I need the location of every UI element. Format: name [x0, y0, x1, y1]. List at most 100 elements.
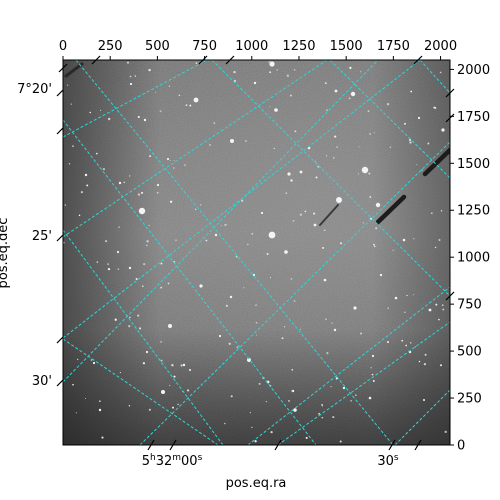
star	[135, 278, 138, 280]
dec-tick-mark	[56, 89, 64, 97]
star	[315, 176, 318, 179]
grid-line	[63, 60, 208, 138]
dec-tick-mark	[56, 336, 64, 344]
star	[392, 249, 394, 252]
star	[173, 375, 176, 378]
star	[424, 353, 427, 356]
star	[418, 360, 421, 363]
star	[276, 69, 278, 71]
star	[325, 155, 328, 157]
star	[326, 109, 328, 112]
star	[334, 135, 337, 138]
star	[369, 196, 372, 198]
ra-tick-mark	[169, 439, 177, 451]
star	[142, 285, 144, 287]
y-axis-label: pos.eq.dec	[0, 218, 11, 289]
star	[189, 104, 192, 107]
pixel-x-axis: 0 250 500 750 1000 1250 1500 1750 2000	[59, 39, 457, 60]
star	[284, 250, 288, 254]
star	[156, 191, 159, 194]
star	[321, 403, 323, 406]
ra-tick-mark	[198, 55, 208, 65]
star	[89, 111, 91, 114]
star	[224, 223, 227, 227]
star	[421, 169, 423, 171]
star	[224, 422, 226, 425]
star	[161, 390, 165, 394]
star	[128, 324, 131, 328]
grid-line	[329, 60, 450, 179]
star	[189, 369, 191, 371]
x-tick-label: 250	[98, 39, 123, 54]
star	[253, 81, 257, 85]
star	[321, 405, 323, 407]
star	[72, 145, 74, 147]
grid-line	[211, 60, 450, 297]
star	[167, 282, 170, 285]
y-tick-label: 500	[457, 345, 482, 360]
star	[441, 128, 445, 132]
star	[168, 324, 172, 328]
star	[251, 426, 253, 429]
star	[406, 294, 408, 297]
star	[299, 328, 301, 330]
star	[318, 412, 321, 415]
star	[274, 108, 278, 112]
star	[255, 334, 257, 336]
star	[288, 400, 290, 402]
grid-line	[63, 338, 219, 445]
star	[64, 204, 67, 206]
star	[355, 394, 357, 396]
star	[90, 359, 93, 361]
y-tick-label: 1500	[457, 157, 490, 172]
star	[273, 147, 275, 150]
star	[251, 232, 254, 235]
star	[72, 383, 74, 386]
star	[387, 341, 389, 343]
dec-tick-mark	[56, 234, 64, 242]
star	[154, 91, 157, 93]
star	[423, 399, 425, 401]
star	[336, 197, 342, 203]
star	[324, 229, 326, 232]
star	[361, 166, 369, 174]
star	[334, 89, 338, 93]
wcs-tick-mark	[445, 88, 455, 98]
star	[434, 246, 437, 249]
world-coordinate-grid	[63, 60, 450, 445]
star	[266, 253, 269, 255]
star	[389, 146, 392, 148]
star	[394, 296, 398, 300]
star	[260, 211, 264, 215]
star	[339, 440, 342, 443]
x-tick-label: 1250	[282, 39, 315, 54]
grid-line	[394, 389, 450, 445]
star	[143, 262, 146, 266]
star	[333, 328, 337, 332]
star	[386, 103, 390, 106]
star	[336, 146, 338, 148]
star	[77, 358, 79, 360]
star	[78, 214, 81, 217]
star	[193, 97, 199, 103]
star	[255, 321, 258, 324]
star	[268, 61, 271, 64]
star	[86, 184, 89, 187]
star	[126, 61, 130, 64]
star	[102, 168, 105, 171]
star	[291, 389, 295, 393]
star	[255, 304, 257, 306]
star	[249, 412, 251, 414]
ra-tick-mark	[388, 439, 396, 451]
star	[159, 110, 162, 113]
star	[141, 191, 143, 194]
star	[441, 304, 444, 307]
star	[199, 204, 202, 206]
star	[313, 223, 317, 227]
star	[409, 141, 412, 144]
star	[330, 386, 332, 388]
x-axis-label: pos.eq.ra	[226, 476, 287, 491]
x-tick-label: 0	[59, 39, 67, 54]
star	[258, 382, 261, 385]
grid-line	[139, 141, 450, 445]
